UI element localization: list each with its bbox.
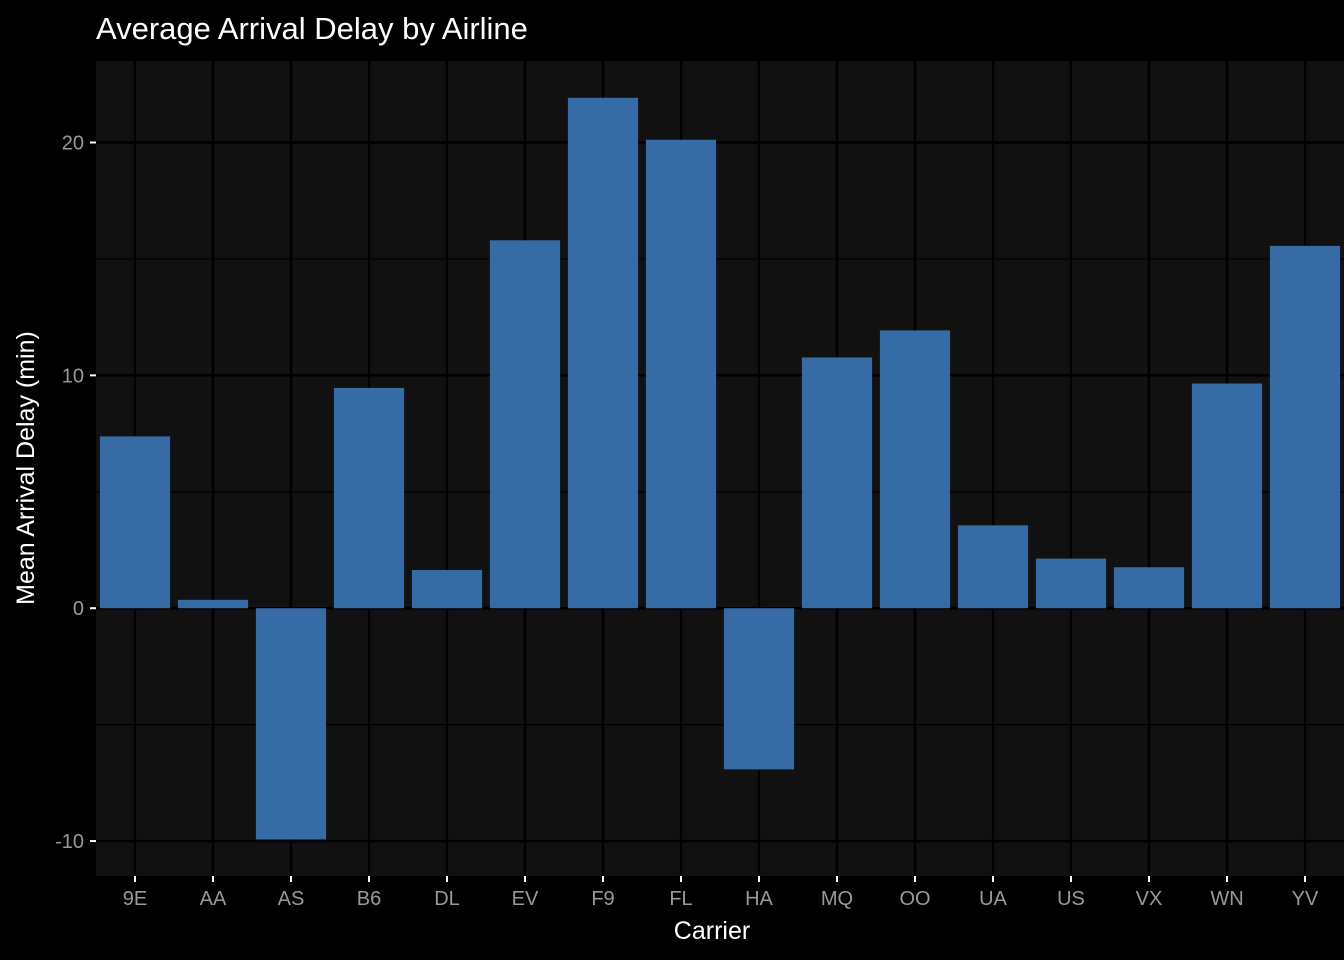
bar-oo	[879, 330, 951, 609]
y-axis-title: Mean Arrival Delay (min)	[12, 331, 40, 605]
x-tick-label-us: US	[1057, 888, 1085, 910]
y-tick-label: 10	[62, 365, 84, 387]
x-tick-label-dl: DL	[434, 888, 460, 910]
bar-vx	[1113, 567, 1185, 609]
bar-ev	[489, 240, 561, 609]
x-tick-label-f9: F9	[591, 888, 614, 910]
bar-aa	[177, 599, 249, 609]
bar-9e	[99, 436, 171, 609]
bar-ua	[957, 525, 1029, 609]
x-tick-label-ha: HA	[745, 888, 773, 910]
x-tick-label-as: AS	[278, 888, 305, 910]
x-tick-label-9e: 9E	[123, 888, 147, 910]
x-tick-label-wn: WN	[1210, 888, 1243, 910]
bar-dl	[411, 570, 483, 609]
y-tick-label: -10	[55, 831, 84, 853]
x-tick-label-ua: UA	[979, 888, 1007, 910]
y-axis: -10 0 10 20	[55, 133, 96, 853]
bar-yv	[1269, 245, 1341, 609]
bar-b6	[333, 387, 405, 609]
bar-fl	[645, 139, 717, 609]
bar-ha	[723, 608, 795, 770]
y-tick-label: 20	[62, 133, 84, 155]
x-axis: 9E AA AS B6 DL EV F9 FL HA MQ OO UA US VX WN YV	[123, 876, 1319, 910]
x-tick-label-fl: FL	[669, 888, 692, 910]
x-tick-label-aa: AA	[200, 888, 227, 910]
bar-as	[255, 608, 327, 840]
x-tick-label-b6: B6	[357, 888, 381, 910]
x-tick-label-yv: YV	[1292, 888, 1319, 910]
chart-title: Average Arrival Delay by Airline	[96, 11, 528, 46]
x-axis-title: Carrier	[674, 917, 750, 945]
bar-us	[1035, 558, 1107, 609]
bar-wn	[1191, 383, 1263, 609]
x-tick-label-mq: MQ	[821, 888, 853, 910]
bar-f9	[567, 97, 639, 609]
x-tick-label-oo: OO	[899, 888, 930, 910]
x-tick-label-ev: EV	[512, 888, 539, 910]
bar-mq	[801, 357, 873, 609]
y-tick-label: 0	[73, 598, 84, 620]
x-tick-label-vx: VX	[1136, 888, 1163, 910]
bars	[99, 97, 1341, 840]
